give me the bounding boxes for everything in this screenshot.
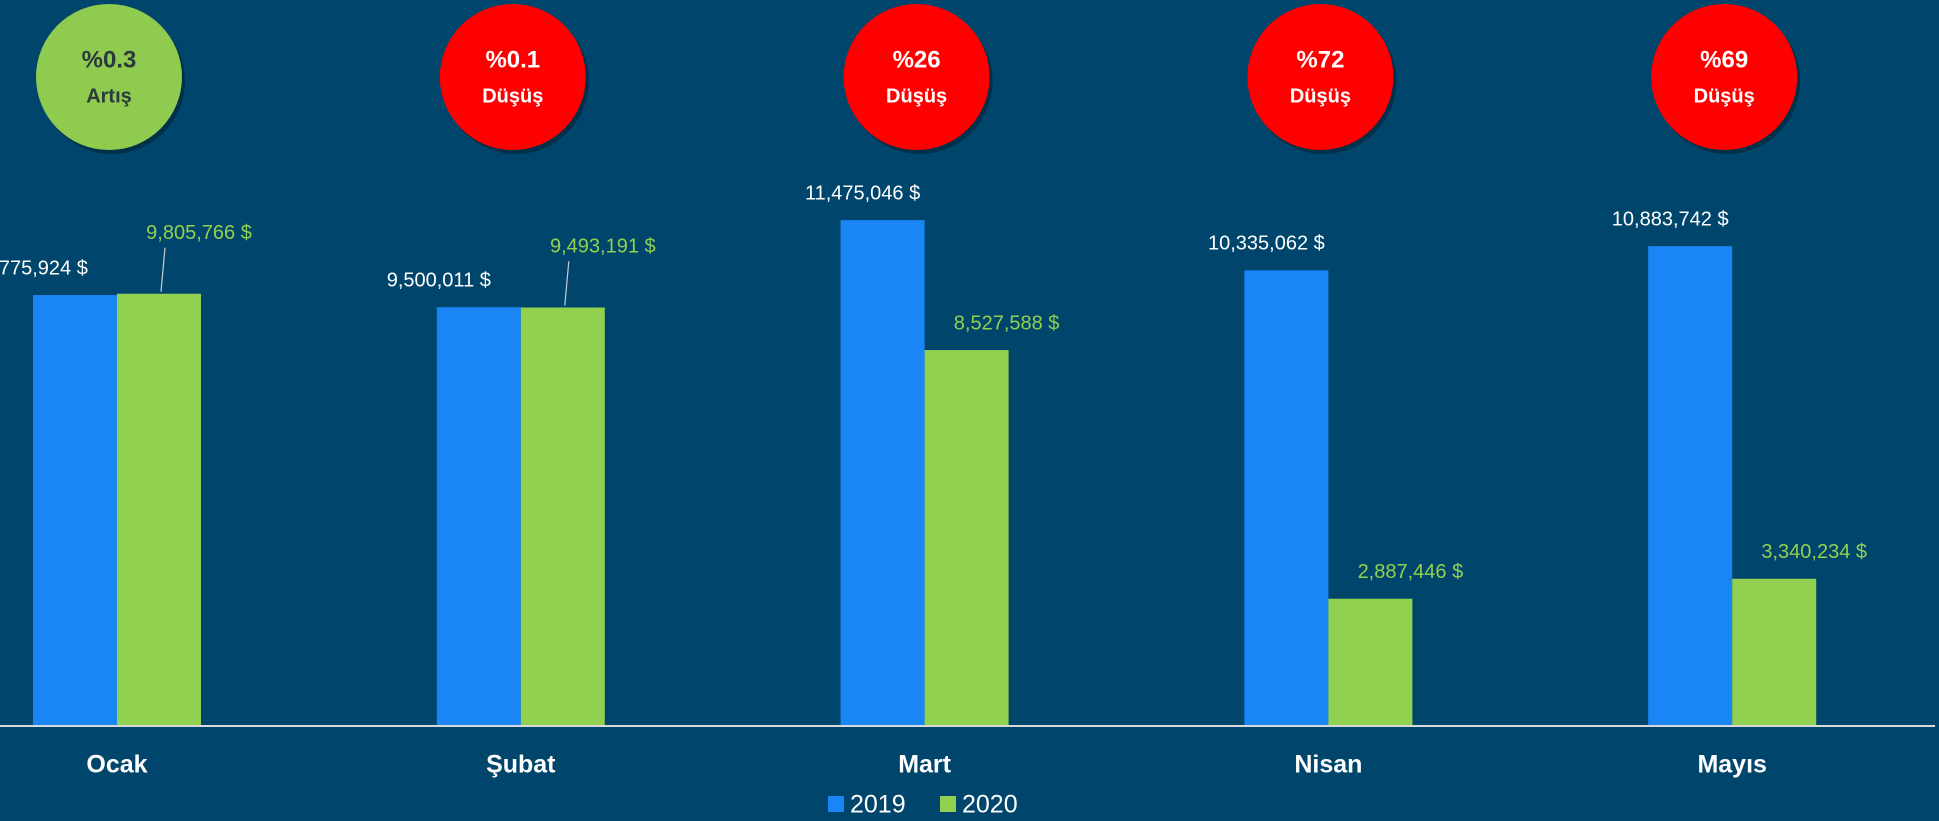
bar xyxy=(117,293,201,726)
annotation-circle xyxy=(36,4,182,150)
annotation-text: %72 xyxy=(1296,46,1344,73)
annotation-circle xyxy=(843,4,990,150)
value-label: 9,500,011 $ xyxy=(387,269,491,291)
leader-line xyxy=(160,247,166,292)
bar xyxy=(1648,246,1733,726)
value-label: 9,493,191 $ xyxy=(550,235,656,257)
bar xyxy=(1732,578,1817,726)
value-label: 10,335,062 $ xyxy=(1208,233,1325,255)
bar xyxy=(840,220,925,726)
annotation-subtext: Artış xyxy=(86,85,132,107)
annotation-subtext: Düşüş xyxy=(482,85,543,107)
annotation-circle xyxy=(1651,4,1798,150)
bar xyxy=(33,295,117,726)
value-label: 2,887,446 $ xyxy=(1358,561,1464,583)
x-tick-label: Şubat xyxy=(486,751,556,779)
x-tick-label: Mayıs xyxy=(1697,751,1766,779)
legend-label: 2019 xyxy=(850,791,906,819)
annotation-subtext: Düşüş xyxy=(1290,85,1351,107)
x-tick-label: Mart xyxy=(898,751,951,779)
value-label: 3,340,234 $ xyxy=(1761,541,1867,563)
annotation-text: %0.3 xyxy=(82,46,137,73)
annotation-circle xyxy=(1247,4,1394,150)
annotation-text: %69 xyxy=(1700,46,1748,73)
value-label: 9,805,766 $ xyxy=(146,222,252,244)
annotation-subtext: Düşüş xyxy=(1694,85,1755,107)
bar xyxy=(1244,270,1329,726)
x-tick-label: Nisan xyxy=(1294,751,1362,779)
value-label: 9,775,924 $ xyxy=(0,257,88,279)
annotation-text: %0.1 xyxy=(485,46,540,73)
legend-swatch xyxy=(940,796,956,812)
bar xyxy=(520,307,605,726)
annotation-circle xyxy=(439,4,586,150)
x-tick-label: Ocak xyxy=(86,751,147,779)
value-label: 11,475,046 $ xyxy=(805,182,920,204)
bar xyxy=(436,307,521,726)
legend-label: 2020 xyxy=(962,791,1018,819)
bar xyxy=(1328,598,1413,726)
legend-swatch xyxy=(828,796,844,812)
bar xyxy=(924,350,1009,726)
leader-line xyxy=(564,261,570,306)
value-label: 8,527,588 $ xyxy=(954,312,1060,334)
value-label: 10,883,742 $ xyxy=(1612,208,1729,230)
annotation-text: %26 xyxy=(893,46,941,73)
annotation-subtext: Düşüş xyxy=(886,85,947,107)
